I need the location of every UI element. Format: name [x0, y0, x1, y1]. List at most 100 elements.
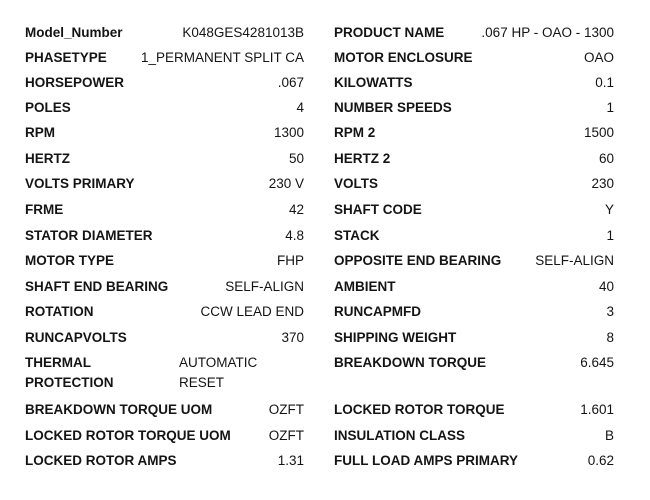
spec-row: MOTOR TYPE FHP	[25, 251, 304, 271]
spec-value: 6.645	[580, 355, 614, 370]
spec-value: OZFT	[268, 428, 304, 443]
spec-row: KILOWATTS 0.1	[334, 73, 614, 93]
spec-value: 1500	[583, 125, 614, 140]
spec-value: 1300	[273, 125, 304, 140]
spec-value: 0.1	[595, 75, 614, 90]
spec-value: 370	[281, 330, 304, 345]
spec-label: AMBIENT	[334, 279, 396, 294]
spec-label: KILOWATTS	[334, 75, 413, 90]
spec-value: OZFT	[268, 402, 304, 417]
spec-value: 8	[606, 330, 614, 345]
spec-label: ROTATION	[25, 304, 94, 319]
spec-row: PHASETYPE 1_PERMANENT SPLIT CA	[25, 48, 304, 68]
spec-row: Model_Number K048GES4281013B	[25, 23, 304, 43]
spec-label: SHAFT END BEARING	[25, 279, 169, 294]
spec-row: FRME 42	[25, 200, 304, 220]
spec-label: SHAFT CODE	[334, 202, 422, 217]
spec-label: LOCKED ROTOR TORQUE	[334, 402, 505, 417]
spec-value: 0.62	[587, 453, 614, 468]
spec-value: 4.8	[285, 228, 304, 243]
spec-label: HERTZ 2	[334, 151, 391, 166]
spec-row: BREAKDOWN TORQUE UOM OZFT	[25, 400, 304, 420]
spec-label: VOLTS	[334, 176, 379, 191]
spec-value: AUTOMATIC RESET	[179, 355, 258, 390]
spec-value: 1_PERMANENT SPLIT CA	[140, 50, 304, 65]
spec-row: POLES 4	[25, 98, 304, 118]
spec-label: LOCKED ROTOR TORQUE UOM	[25, 428, 231, 443]
spec-label: HORSEPOWER	[25, 75, 125, 90]
spec-label: STATOR DIAMETER	[25, 228, 153, 243]
spec-row: ROTATION CCW LEAD END	[25, 302, 304, 322]
spec-value: 1	[606, 100, 614, 115]
spec-label: RUNCAPMFD	[334, 304, 421, 319]
spec-row: RPM 1300	[25, 123, 304, 143]
spec-row: HERTZ 2 60	[334, 149, 614, 169]
spec-value: 3	[606, 304, 614, 319]
spec-label: PHASETYPE	[25, 50, 107, 65]
spec-label: NUMBER SPEEDS	[334, 100, 452, 115]
spec-row: HORSEPOWER .067	[25, 73, 304, 93]
spec-row: NUMBER SPEEDS 1	[334, 98, 614, 118]
spec-value: OAO	[583, 50, 614, 65]
spec-label: POLES	[25, 100, 71, 115]
spec-value: 1.601	[580, 402, 614, 417]
spec-value: FHP	[277, 253, 304, 268]
spec-label: FRME	[25, 202, 64, 217]
spec-label: RUNCAPVOLTS	[25, 330, 127, 345]
spec-row: SHIPPING WEIGHT 8	[334, 328, 614, 348]
spec-row: BREAKDOWN TORQUE 6.645	[334, 353, 614, 373]
spec-value: Y	[604, 202, 614, 217]
spec-label: MOTOR TYPE	[25, 253, 115, 268]
spec-label: Model_Number	[25, 25, 123, 40]
spec-value: 230	[591, 176, 614, 191]
spec-value: 1.31	[277, 453, 304, 468]
spec-label: BREAKDOWN TORQUE	[334, 355, 487, 370]
spec-value: K048GES4281013B	[182, 25, 304, 40]
spec-row: MOTOR ENCLOSURE OAO	[334, 48, 614, 68]
spec-value: B	[604, 428, 614, 443]
spec-row: STATOR DIAMETER 4.8	[25, 226, 304, 246]
spec-label: SHIPPING WEIGHT	[334, 330, 457, 345]
spec-value: CCW LEAD END	[200, 304, 304, 319]
spec-label: OPPOSITE END BEARING	[334, 253, 502, 268]
spec-value: .067	[277, 75, 304, 90]
spec-row: LOCKED ROTOR TORQUE 1.601	[334, 400, 614, 420]
spec-row: LOCKED ROTOR TORQUE UOM OZFT	[25, 426, 304, 446]
spec-label: RPM	[25, 125, 55, 140]
spec-row: OPPOSITE END BEARING SELF-ALIGN	[334, 251, 614, 271]
spec-label: MOTOR ENCLOSURE	[334, 50, 473, 65]
spec-value: SELF-ALIGN	[225, 279, 304, 294]
spec-value: 42	[288, 202, 304, 217]
spec-label: VOLTS PRIMARY	[25, 176, 135, 191]
spec-value: 4	[296, 100, 304, 115]
spec-label: BREAKDOWN TORQUE UOM	[25, 402, 213, 417]
spec-label: PRODUCT NAME	[334, 25, 445, 40]
spec-value: .067 HP - OAO - 1300	[481, 25, 614, 40]
spec-row: LOCKED ROTOR AMPS 1.31	[25, 451, 304, 471]
spec-row: HERTZ 50	[25, 149, 304, 169]
spec-label: STACK	[334, 228, 380, 243]
spec-value: 50	[288, 151, 304, 166]
spec-label: LOCKED ROTOR AMPS	[25, 453, 177, 468]
spec-value: SELF-ALIGN	[535, 253, 614, 268]
spec-row: PRODUCT NAME .067 HP - OAO - 1300	[334, 23, 614, 43]
spec-row: SHAFT END BEARING SELF-ALIGN	[25, 277, 304, 297]
spec-row: INSULATION CLASS B	[334, 426, 614, 446]
spec-row: STACK 1	[334, 226, 614, 246]
spec-row: VOLTS 230	[334, 174, 614, 194]
spec-row: THERMAL PROTECTION AUTOMATIC RESET	[25, 353, 304, 390]
spec-label: INSULATION CLASS	[334, 428, 465, 443]
spec-row: FULL LOAD AMPS PRIMARY 0.62	[334, 451, 614, 471]
spec-label: THERMAL PROTECTION	[25, 355, 114, 390]
spec-row: VOLTS PRIMARY 230 V	[25, 174, 304, 194]
spec-row: RUNCAPVOLTS 370	[25, 328, 304, 348]
spec-label: RPM 2	[334, 125, 376, 140]
spec-value: 40	[598, 279, 614, 294]
spec-value: 230 V	[268, 176, 304, 191]
spec-row: RUNCAPMFD 3	[334, 302, 614, 322]
spec-value: 60	[598, 151, 614, 166]
spec-row: SHAFT CODE Y	[334, 200, 614, 220]
spec-row: RPM 2 1500	[334, 123, 614, 143]
spec-value: 1	[606, 228, 614, 243]
spec-row: AMBIENT 40	[334, 277, 614, 297]
